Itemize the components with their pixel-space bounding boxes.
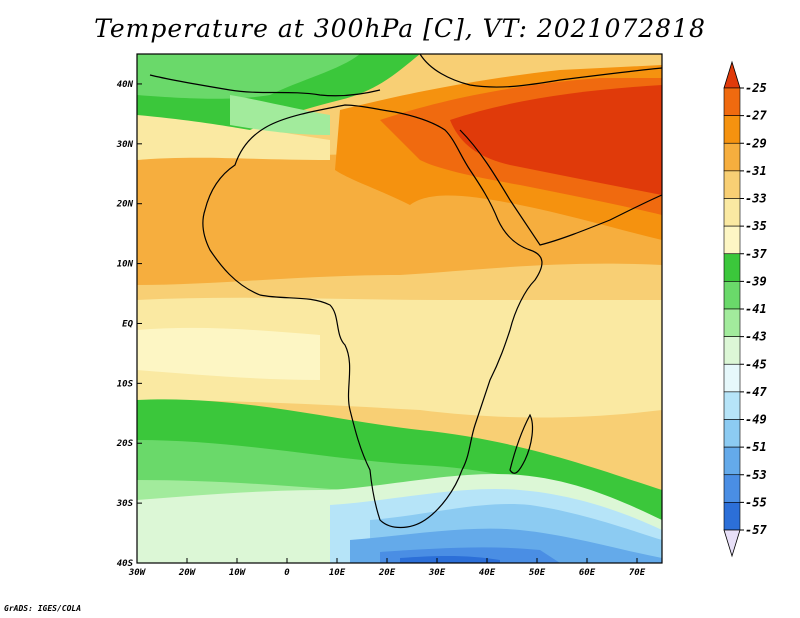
lon-tick-label: 30W	[128, 568, 147, 578]
colorbar-label: -27	[745, 109, 767, 123]
colorbar: -25 -27 -29 -31 -33 -35 -37 -39 -41 -43 -45 -47 -49 -…	[723, 60, 767, 558]
lon-tick-label: 20W	[178, 568, 197, 578]
lon-tick-label: 70E	[629, 568, 646, 578]
lat-tick-label: 20S	[116, 439, 134, 449]
lon-tick-label: 40E	[479, 568, 496, 578]
temperature-field	[137, 54, 662, 563]
colorbar-swatch	[723, 225, 741, 255]
colorbar-label: -43	[745, 330, 767, 344]
colorbar-swatch	[723, 142, 741, 172]
colorbar-label: -41	[745, 302, 767, 316]
colorbar-label: -57	[745, 523, 767, 537]
colorbar-label: -55	[745, 495, 767, 509]
colorbar-label: -53	[745, 468, 767, 482]
colorbar-swatch	[723, 198, 741, 227]
colorbar-swatch	[723, 281, 741, 310]
lon-tick-label: 0	[284, 568, 290, 578]
colorbar-label: -49	[745, 413, 767, 427]
lat-tick-label: 40S	[117, 559, 134, 569]
colorbar-label: -35	[745, 219, 767, 233]
lat-tick-label: 30N	[116, 140, 134, 150]
lat-tick-label: 20N	[116, 200, 134, 210]
lat-tick-label: 10S	[117, 379, 134, 389]
lon-tick-label: 20E	[378, 568, 396, 578]
plot-frame	[136, 53, 663, 564]
grads-credit: GrADS: IGES/COLA	[4, 604, 82, 613]
colorbar-swatch	[723, 446, 741, 476]
colorbar-swatch	[723, 419, 741, 448]
lon-tick-label: 30E	[428, 568, 446, 578]
longitude-axis: 30W 20W 10W 0 10E 20E 30E 40E 50E 60E 70E	[128, 558, 646, 578]
colorbar-top-arrow	[723, 60, 741, 89]
colorbar-swatch	[723, 170, 741, 199]
map-title: Temperature at 300hPa [C], VT: 202107281…	[94, 14, 706, 43]
colorbar-swatch	[723, 391, 741, 420]
colorbar-label: -47	[745, 385, 767, 399]
lon-tick-label: 10W	[229, 568, 247, 578]
lon-tick-label: 60E	[579, 568, 596, 578]
lat-tick-label: 10N	[117, 260, 134, 270]
colorbar-swatch	[723, 502, 741, 531]
latitude-axis: 40N 30N 20N 10N EQ 10S 20S 30S 40S	[116, 80, 142, 569]
colorbar-label: -45	[745, 357, 767, 371]
colorbar-swatch	[723, 115, 741, 144]
colorbar-swatch	[723, 87, 741, 116]
colorbar-label: -29	[745, 136, 767, 150]
coastlines	[149, 54, 662, 529]
colorbar-swatch	[723, 474, 741, 503]
colorbar-bottom-arrow	[723, 529, 741, 558]
colorbar-swatch	[723, 363, 741, 393]
colorbar-swatch	[723, 336, 741, 365]
colorbar-label: -33	[745, 192, 767, 206]
colorbar-label: -31	[745, 164, 767, 178]
lat-tick-label: 40N	[117, 80, 134, 90]
colorbar-swatch	[723, 253, 741, 282]
colorbar-label: -39	[745, 274, 767, 288]
colorbar-label: -37	[745, 247, 767, 261]
colorbar-label: -25	[745, 81, 767, 95]
lon-tick-label: 50E	[529, 568, 546, 578]
lat-tick-label: EQ	[122, 319, 133, 329]
lat-tick-label: 30S	[116, 499, 134, 509]
colorbar-label: -51	[745, 440, 767, 454]
lon-tick-label: 10E	[329, 568, 346, 578]
colorbar-swatch	[723, 308, 741, 337]
